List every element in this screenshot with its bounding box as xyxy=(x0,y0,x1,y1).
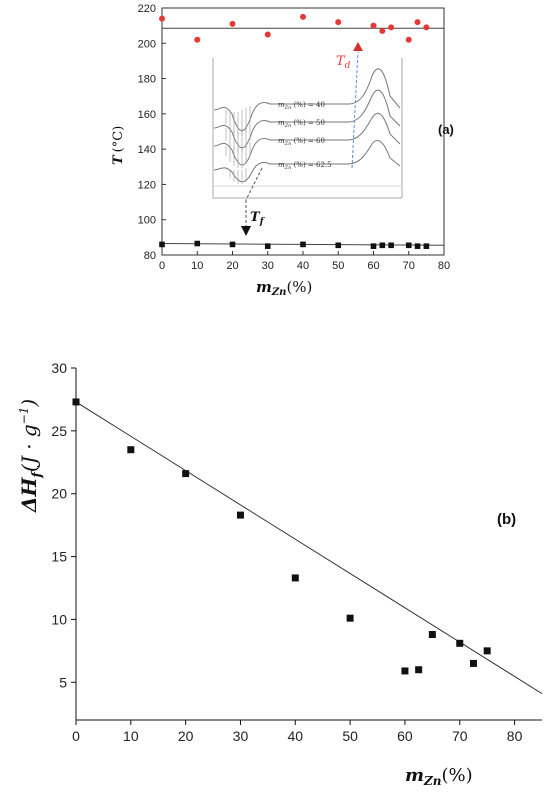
panel-b-point-dhf xyxy=(291,574,299,582)
panel-a-point-t-d xyxy=(194,36,201,43)
panel-b-x-tick-label: 40 xyxy=(288,728,304,744)
inset-hatching xyxy=(225,106,251,184)
panel-a-point-t-f xyxy=(388,242,394,249)
panel-b-point-dhf xyxy=(401,667,409,675)
panel-a-point-t-f xyxy=(423,243,430,249)
panel-a-x-axis-title: mZn(%) xyxy=(256,278,312,298)
panel-a-point-t-f xyxy=(159,241,165,248)
tf-arrow-head xyxy=(241,226,251,236)
panel-a-point-t-d xyxy=(159,15,165,22)
panel-a-point-t-f xyxy=(264,243,271,249)
panel-b-x-tick-label: 70 xyxy=(452,728,468,744)
panel-a-x-tick-label: 10 xyxy=(191,260,203,272)
panel-a-point-t-f xyxy=(414,243,421,249)
panel-a-y-axis-title: T(°C) xyxy=(111,126,126,165)
td-arrow-head xyxy=(353,42,363,51)
panel-a-point-t-f xyxy=(335,242,342,249)
panel-b-y-tick-label: 5 xyxy=(59,674,67,690)
panel-b-point-dhf xyxy=(483,647,491,655)
panel-a-point-t-d xyxy=(370,22,377,29)
panel-b-x-tick-label: 50 xyxy=(342,728,358,744)
panel-a-chart: 0 10 20 30 40 50 60 70 80 80 100 120 140 160 180 200 220 xyxy=(111,3,454,298)
panel-a-point-t-d xyxy=(264,31,271,38)
td-annotation: Td xyxy=(336,54,351,71)
tf-dashed-line xyxy=(245,167,263,201)
panel-a-point-t-d xyxy=(405,36,412,43)
inset-label-40: mZn (%) = 40 xyxy=(278,101,325,111)
panel-b-y-tick-label: 25 xyxy=(51,423,67,439)
panel-b-y-tick-label: 20 xyxy=(51,486,67,502)
panel-a-point-t-f xyxy=(194,240,201,247)
panel-b-y-tick-label: 10 xyxy=(51,611,67,627)
panel-a-y-tick-label: 100 xyxy=(138,215,156,227)
panel-b-y-axis-title: ΔHf(J · g−1) xyxy=(17,399,45,513)
panel-a-x-tick-label: 80 xyxy=(438,260,450,272)
panel-a-y-tick-label: 220 xyxy=(138,3,156,15)
panel-a-y-tick-label: 140 xyxy=(138,144,156,156)
panel-b-point-dhf xyxy=(346,614,354,622)
panel-a-point-t-f xyxy=(379,242,386,249)
inset-label-50: mZn (%) = 50 xyxy=(278,119,325,129)
panel-b-point-dhf xyxy=(127,446,135,454)
panel-b-x-tick-label: 60 xyxy=(397,728,413,744)
dsc-curve-62-5 xyxy=(213,140,401,183)
panel-a-y-tick-label: 120 xyxy=(138,179,156,191)
panel-b-point-dhf xyxy=(182,470,190,478)
panel-a-x-tick-label: 50 xyxy=(332,260,344,272)
panel-b-label: (b) xyxy=(497,511,516,528)
panel-a-y-tick-label: 200 xyxy=(138,38,156,50)
panel-a-point-t-d xyxy=(335,19,342,26)
tf-annotation: Tf xyxy=(250,210,266,227)
panel-b-x-axis-title: mZn(%) xyxy=(405,765,473,788)
panel-a-y-tick-label: 160 xyxy=(138,109,156,121)
panel-b-x-tick-label: 10 xyxy=(123,728,139,744)
panel-a-x-tick-label: 0 xyxy=(159,260,165,272)
panel-a-y-tick-label: 80 xyxy=(144,250,156,262)
dsc-inset: mZn (%) = 40 mZn (%) = 50 mZn (%) = 60 m… xyxy=(212,58,403,199)
panel-a-x-tick-label: 70 xyxy=(403,260,415,272)
panel-b-y-tick-label: 15 xyxy=(51,549,67,565)
panel-b-x-tick-label: 20 xyxy=(178,728,194,744)
panel-b-x-tick-label: 80 xyxy=(507,728,523,744)
panel-a-y-tick-label: 180 xyxy=(138,74,156,86)
td-dashed-arrow xyxy=(351,51,359,169)
panel-a-point-t-d xyxy=(414,19,421,26)
inset-label-62-5: mZn (%) = 62.5 xyxy=(278,161,332,171)
panel-a-point-t-d xyxy=(388,24,395,31)
panel-a-point-t-d xyxy=(379,27,386,34)
dsc-curve-60 xyxy=(213,112,401,166)
dsc-curve-40 xyxy=(213,68,401,131)
panel-b-point-dhf xyxy=(72,398,80,406)
panel-b-point-dhf xyxy=(236,511,244,519)
panel-a-point-t-f xyxy=(300,241,306,248)
panel-a-point-t-f xyxy=(229,241,236,248)
panel-a-point-t-f xyxy=(370,243,377,249)
inset-label-60: mZn (%) = 60 xyxy=(278,137,325,147)
panel-a-point-t-d xyxy=(229,20,236,27)
panel-a-x-tick-label: 40 xyxy=(297,260,309,272)
panel-b-point-dhf xyxy=(415,666,423,674)
panel-a-point-t-d xyxy=(423,24,430,31)
panel-a-x-tick-label: 30 xyxy=(262,260,274,272)
panel-b-x-tick-label: 30 xyxy=(233,728,249,744)
panel-a-x-tick-label: 60 xyxy=(367,260,379,272)
panel-b-point-dhf xyxy=(469,659,477,667)
panel-b-x-tick-label: 0 xyxy=(72,728,80,744)
panel-a-label: (a) xyxy=(438,122,454,137)
panel-a-x-tick-label: 20 xyxy=(226,260,238,272)
panel-a-point-t-f xyxy=(405,242,412,249)
dsc-curve-50 xyxy=(213,89,401,149)
panel-a-point-t-d xyxy=(300,13,306,20)
panel-b-fit-line xyxy=(75,401,543,694)
panel-b-y-tick-label: 30 xyxy=(51,360,67,376)
panel-b-point-dhf xyxy=(456,639,464,647)
panel-b-point-dhf xyxy=(428,631,436,639)
